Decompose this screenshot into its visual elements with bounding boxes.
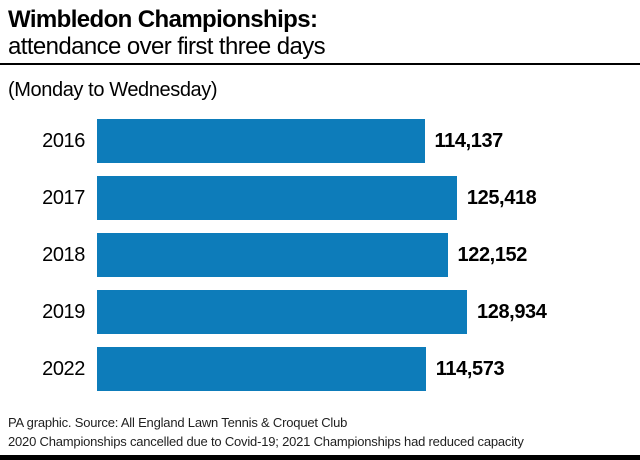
value-label: 125,418: [466, 186, 537, 209]
year-label: 2022: [42, 357, 85, 380]
year-label: 2018: [42, 243, 85, 266]
bar: [97, 290, 467, 334]
bar-row: 2022 114,573: [0, 347, 640, 391]
page-title: Wimbledon Championships:: [8, 6, 318, 33]
value-label: 114,137: [434, 129, 504, 152]
bar-row: 2018 122,152: [0, 233, 640, 277]
chart-subtitle: (Monday to Wednesday): [8, 79, 218, 101]
value-label: 122,152: [457, 243, 528, 266]
value-label: 114,573: [435, 357, 505, 380]
bar-row: 2017 125,418: [0, 176, 640, 220]
bottom-rule: [0, 455, 640, 460]
bar-row: 2016 114,137: [0, 119, 640, 163]
footer-source: PA graphic. Source: All England Lawn Ten…: [8, 415, 348, 430]
year-label: 2019: [42, 300, 85, 323]
bar-row: 2019 128,934: [0, 290, 640, 334]
header-divider: [0, 63, 640, 65]
header: Wimbledon Championships: attendance over…: [0, 0, 640, 60]
year-label: 2016: [42, 129, 85, 152]
bar-chart: 2016 114,137 2017 125,418 2018 122,152 2…: [0, 119, 640, 391]
bar: [97, 119, 425, 163]
page-subtitle-line: attendance over first three days: [8, 33, 326, 60]
bar: [97, 347, 426, 391]
year-label: 2017: [42, 186, 85, 209]
footer-note: 2020 Championships cancelled due to Covi…: [8, 434, 524, 449]
bar: [97, 176, 457, 220]
bar: [97, 233, 448, 277]
value-label: 128,934: [477, 300, 547, 323]
footer: PA graphic. Source: All England Lawn Ten…: [0, 413, 640, 455]
